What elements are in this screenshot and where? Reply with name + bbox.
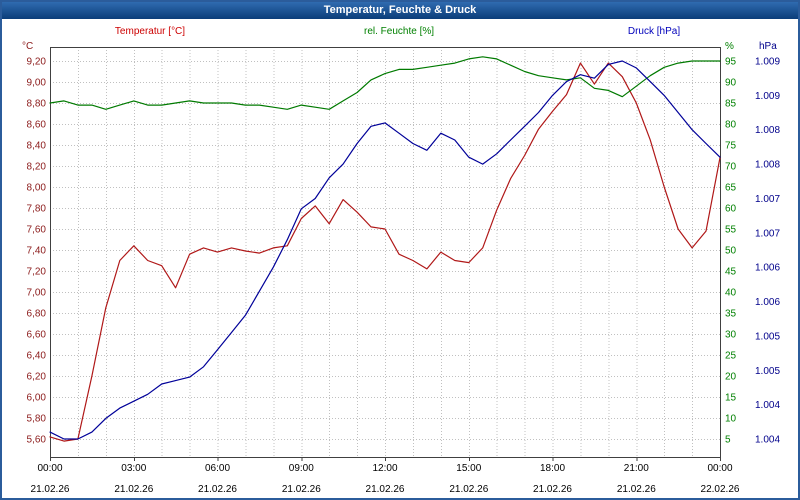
legend-temperature-label: Temperatur [°C] — [114, 26, 186, 37]
svg-text:55: 55 — [725, 225, 737, 236]
svg-text:1.006: 1.006 — [755, 263, 780, 274]
svg-text:50: 50 — [725, 246, 737, 257]
svg-text:5,80: 5,80 — [27, 414, 47, 425]
svg-text:10: 10 — [725, 414, 737, 425]
svg-text:70: 70 — [725, 162, 737, 173]
svg-text:7,00: 7,00 — [27, 288, 47, 299]
svg-text:1.008: 1.008 — [755, 125, 780, 136]
svg-text:6,20: 6,20 — [27, 372, 47, 383]
svg-text:06:00: 06:00 — [205, 463, 230, 474]
svg-text:7,60: 7,60 — [27, 225, 47, 236]
svg-text:80: 80 — [725, 120, 737, 131]
svg-text:75: 75 — [725, 141, 737, 152]
x-axis-date-labels: 21.02.26 21.02.26 21.02.26 21.02.26 21.02.26… — [31, 484, 740, 495]
svg-text:15:00: 15:00 — [456, 463, 481, 474]
svg-text:6,40: 6,40 — [27, 351, 47, 362]
humidity-axis-tick-labels: 95 90 85 80 75 70 65 60 55 50 45 40 35 30 25 20 15 10 5 — [725, 57, 737, 446]
x-axis-tick-marks — [50, 457, 721, 461]
svg-text:12:00: 12:00 — [372, 463, 397, 474]
pressure-axis-tick-labels: 1.009 1.009 1.008 1.008 1.007 1.007 1.006 1.006… — [755, 57, 780, 446]
svg-text:30: 30 — [725, 330, 737, 341]
svg-text:18:00: 18:00 — [540, 463, 565, 474]
gridlines — [50, 47, 720, 457]
svg-text:1.004: 1.004 — [755, 435, 780, 446]
svg-text:85: 85 — [725, 99, 737, 110]
svg-text:40: 40 — [725, 288, 737, 299]
svg-text:1.004: 1.004 — [755, 400, 780, 411]
svg-text:1.007: 1.007 — [755, 194, 780, 205]
svg-text:60: 60 — [725, 204, 737, 215]
legend-humidity-label: rel. Feuchte [%] — [363, 26, 435, 37]
svg-text:1.005: 1.005 — [755, 331, 780, 342]
svg-text:09:00: 09:00 — [289, 463, 314, 474]
svg-text:1.005: 1.005 — [755, 366, 780, 377]
svg-text:15: 15 — [725, 393, 737, 404]
svg-text:1.006: 1.006 — [755, 297, 780, 308]
svg-text:21.02.26: 21.02.26 — [366, 484, 405, 495]
svg-text:20: 20 — [725, 372, 737, 383]
svg-text:5,60: 5,60 — [27, 435, 47, 446]
svg-text:45: 45 — [725, 267, 737, 278]
svg-text:90: 90 — [725, 78, 737, 89]
temp-axis-tick-labels: 9,20 9,00 8,80 8,60 8,40 8,20 8,00 7,80 7,60 7,40… — [27, 57, 47, 446]
svg-text:65: 65 — [725, 183, 737, 194]
svg-text:25: 25 — [725, 351, 737, 362]
svg-text:95: 95 — [725, 57, 737, 68]
svg-text:03:00: 03:00 — [121, 463, 146, 474]
svg-text:21.02.26: 21.02.26 — [617, 484, 656, 495]
svg-text:21.02.26: 21.02.26 — [31, 484, 70, 495]
svg-text:21.02.26: 21.02.26 — [533, 484, 572, 495]
svg-text:21.02.26: 21.02.26 — [114, 484, 153, 495]
svg-text:8,20: 8,20 — [27, 162, 47, 173]
svg-text:35: 35 — [725, 309, 737, 320]
series-line-rel-feuchte — [49, 56, 721, 110]
svg-text:8,60: 8,60 — [27, 120, 47, 131]
svg-text:5: 5 — [725, 435, 731, 446]
svg-text:7,20: 7,20 — [27, 267, 47, 278]
humidity-axis-unit-label: % — [725, 41, 734, 52]
left-axis-unit-label: °C — [22, 41, 34, 52]
svg-text:7,80: 7,80 — [27, 204, 47, 215]
series-line-druck-hpa — [49, 60, 721, 440]
pressure-axis-unit-label: hPa — [759, 41, 777, 52]
svg-text:8,40: 8,40 — [27, 141, 47, 152]
svg-text:00:00: 00:00 — [37, 463, 62, 474]
svg-text:21.02.26: 21.02.26 — [449, 484, 488, 495]
svg-text:6,80: 6,80 — [27, 309, 47, 320]
svg-text:9,20: 9,20 — [27, 57, 47, 68]
svg-text:1.008: 1.008 — [755, 160, 780, 171]
window-title: Temperatur, Feuchte & Druck — [323, 4, 477, 16]
svg-text:21.02.26: 21.02.26 — [198, 484, 237, 495]
svg-text:21.02.26: 21.02.26 — [282, 484, 321, 495]
svg-text:6,00: 6,00 — [27, 393, 47, 404]
legend-pressure-label: Druck [hPa] — [627, 26, 681, 37]
svg-text:1.007: 1.007 — [755, 228, 780, 239]
titlebar[interactable]: Temperatur, Feuchte & Druck — [2, 2, 798, 19]
x-axis-time-labels: 00:00 03:00 06:00 09:00 12:00 15:00 18:00 21:00… — [37, 463, 732, 474]
svg-text:21:00: 21:00 — [624, 463, 649, 474]
svg-text:00:00: 00:00 — [707, 463, 732, 474]
svg-text:1.009: 1.009 — [755, 91, 780, 102]
svg-text:8,80: 8,80 — [27, 99, 47, 110]
series-line-temperatur-c — [49, 62, 721, 442]
svg-text:1.009: 1.009 — [755, 57, 780, 68]
svg-text:6,60: 6,60 — [27, 330, 47, 341]
svg-text:8,00: 8,00 — [27, 183, 47, 194]
svg-text:22.02.26: 22.02.26 — [701, 484, 740, 495]
svg-text:7,40: 7,40 — [27, 246, 47, 257]
svg-text:9,00: 9,00 — [27, 78, 47, 89]
